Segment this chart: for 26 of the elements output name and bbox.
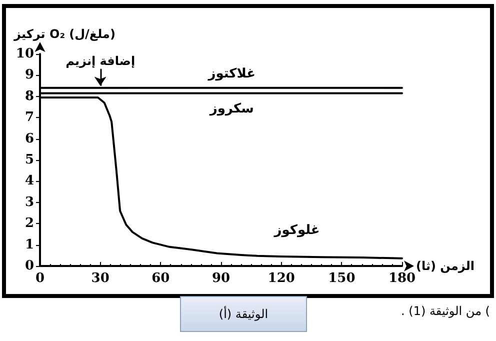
- y-tick-label: 8: [24, 88, 34, 104]
- x-tick-label: 150: [328, 271, 356, 286]
- text: الوثيقة (أ): [180, 296, 307, 332]
- y-tick-label: 7: [24, 110, 34, 126]
- y-tick-label: 10: [16, 46, 34, 62]
- x-tick-label: 0: [35, 271, 45, 286]
- x-tick-label: 30: [91, 271, 110, 286]
- y-tick-label: 6: [24, 131, 34, 146]
- x-tick-label: 120: [268, 271, 295, 286]
- y-tick-label: 9: [24, 68, 34, 83]
- series-label: غلاكتوز: [207, 66, 256, 82]
- x-tick-label: 60: [152, 271, 170, 286]
- y-tick-label: 5: [24, 152, 34, 168]
- y-tick-label: 2: [24, 216, 34, 232]
- y-tick-label: 0: [24, 258, 34, 274]
- y-tick-label: 4: [24, 174, 34, 189]
- annotation: إضافة إنزيم: [66, 54, 136, 68]
- text: ) من الوثيقة (1) .: [401, 304, 490, 318]
- x-tick-label: 180: [388, 271, 416, 286]
- y-tick-label: 3: [24, 194, 34, 210]
- x-tick-label: 90: [212, 271, 230, 286]
- y-axis-title: تركيز O₂ (ملغ/ل): [13, 27, 116, 41]
- y-tick-label: 1: [24, 237, 34, 252]
- x-axis-title: الزمن (ثا): [416, 259, 474, 273]
- series-label: غلوكوز: [273, 222, 320, 238]
- series-label: سكروز: [208, 102, 254, 117]
